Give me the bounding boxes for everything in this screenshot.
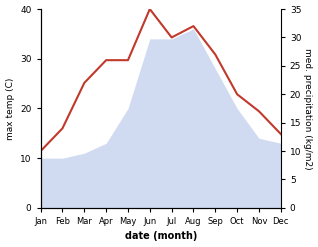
Y-axis label: med. precipitation (kg/m2): med. precipitation (kg/m2) [303, 48, 313, 169]
X-axis label: date (month): date (month) [125, 231, 197, 242]
Y-axis label: max temp (C): max temp (C) [5, 77, 15, 140]
